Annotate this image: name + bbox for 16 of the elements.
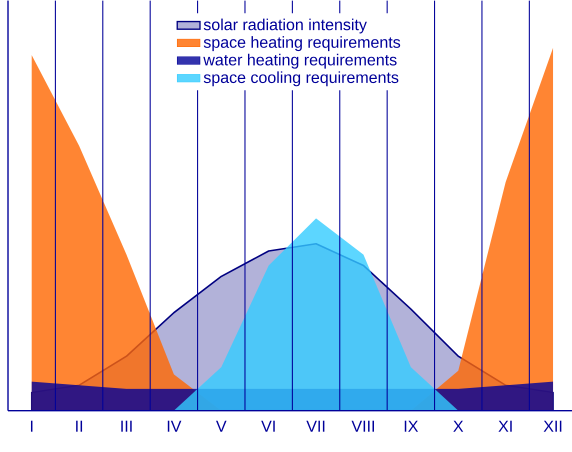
x-tick-label: I bbox=[30, 420, 32, 432]
x-tick-label: VII bbox=[306, 420, 324, 432]
x-tick-label: VIII bbox=[352, 420, 374, 432]
x-tick-label: V bbox=[216, 420, 227, 432]
x-tick-label: IX bbox=[404, 420, 418, 432]
x-tick-label: VI bbox=[261, 420, 275, 432]
legend-label: space heating requirements bbox=[204, 36, 400, 52]
legend-label: solar radiation intensity bbox=[204, 18, 367, 34]
x-tick-label: II bbox=[76, 420, 82, 432]
x-tick-label: XII bbox=[544, 420, 562, 432]
legend-label: space cooling requirements bbox=[204, 71, 398, 86]
x-tick-label: III bbox=[121, 420, 132, 432]
x-tick-label: IV bbox=[168, 420, 182, 432]
x-tick-label: X bbox=[453, 420, 464, 432]
x-tick-label: XI bbox=[498, 420, 512, 432]
legend-label: water heating requirements bbox=[203, 54, 397, 69]
